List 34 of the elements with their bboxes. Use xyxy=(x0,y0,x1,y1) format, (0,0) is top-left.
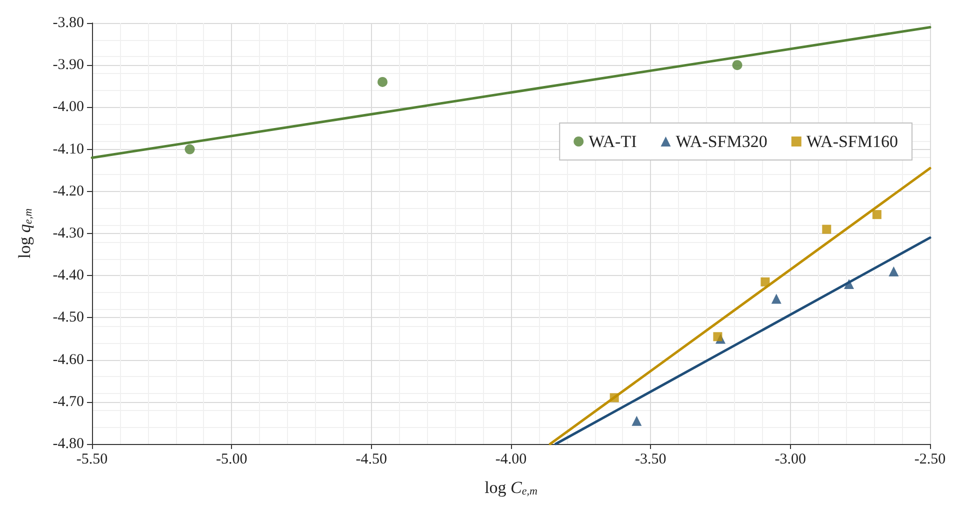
point xyxy=(888,266,899,276)
y-tick-label: -4.40 xyxy=(52,268,84,284)
x-tick-label: -5.00 xyxy=(216,452,248,468)
x-tick-label: -2.50 xyxy=(914,452,946,468)
legend-label: WA-SFM160 xyxy=(806,132,898,151)
y-tick-label: -4.70 xyxy=(52,394,84,410)
x-tick-label: -3.00 xyxy=(774,452,806,468)
point xyxy=(713,332,722,342)
y-tick-label: -4.20 xyxy=(52,183,84,200)
point xyxy=(732,60,742,70)
point xyxy=(760,277,770,286)
x-tick-label: -4.50 xyxy=(356,452,387,468)
point xyxy=(872,210,882,220)
point xyxy=(184,144,195,154)
x-tick-label: -5.50 xyxy=(76,452,108,468)
point xyxy=(844,279,854,290)
legend-label: WA-TI xyxy=(588,132,638,151)
point xyxy=(378,76,388,87)
y-tick-label: -4.10 xyxy=(52,141,84,158)
x-tick-label: -4.00 xyxy=(495,452,527,468)
y-tick-label: -3.90 xyxy=(52,57,84,74)
x-tick-label: -3.50 xyxy=(635,452,666,468)
point xyxy=(822,224,832,234)
y-tick-label: -4.00 xyxy=(52,99,84,116)
y-tick-label: -4.60 xyxy=(52,352,84,368)
point xyxy=(632,416,642,426)
y-tick-label: -4.50 xyxy=(52,310,84,326)
y-tick-label: -4.30 xyxy=(52,226,84,242)
point xyxy=(610,393,619,402)
y-tick-label: -4.80 xyxy=(52,436,84,452)
point xyxy=(771,294,782,304)
y-tick-label: -3.80 xyxy=(52,15,84,31)
legend-label: WA-SFM320 xyxy=(676,132,768,151)
y-axis-title: log qe,m xyxy=(15,208,34,259)
